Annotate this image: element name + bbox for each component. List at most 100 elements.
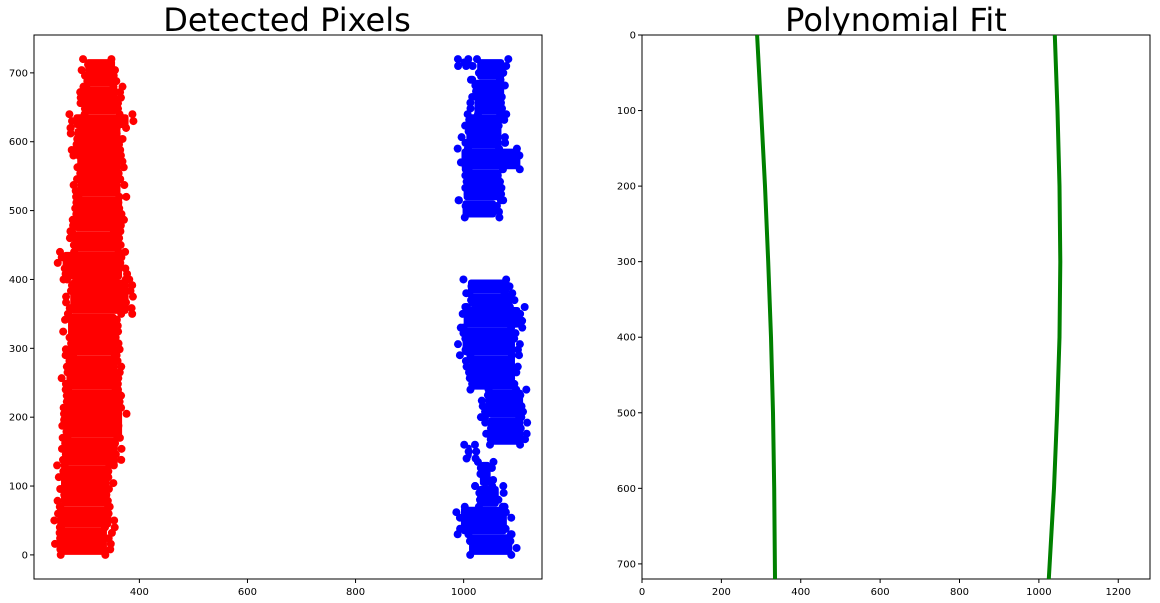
- pixel-point: [457, 133, 466, 142]
- pixel-point: [69, 241, 78, 250]
- pixel-point: [461, 165, 470, 174]
- pixel-cluster: [469, 534, 513, 555]
- pixel-point: [510, 296, 519, 305]
- pixel-point: [101, 550, 110, 559]
- pixel-point: [465, 537, 474, 546]
- pixel-point: [114, 151, 123, 160]
- pixel-point: [476, 413, 485, 422]
- pixel-point: [517, 413, 526, 422]
- pixel-cluster: [62, 437, 118, 466]
- pixel-point: [116, 175, 125, 184]
- pixel-point: [72, 210, 81, 219]
- pixel-cluster: [61, 465, 110, 507]
- pixel-point: [481, 418, 490, 427]
- pixel-point: [68, 215, 77, 224]
- pixel-point: [80, 110, 89, 119]
- pixel-cluster: [477, 59, 505, 80]
- polynomial-fit-y-tick-label: 200: [617, 182, 636, 193]
- pixel-cluster: [474, 79, 505, 115]
- pixel-point: [523, 418, 532, 427]
- pixel-point: [513, 345, 522, 354]
- pixel-point: [482, 469, 491, 478]
- pixel-point: [54, 509, 63, 518]
- pixel-point: [500, 133, 509, 142]
- pixel-cluster: [460, 506, 507, 535]
- pixel-point: [510, 334, 519, 343]
- detected-pixels-x-tick-label: 600: [238, 587, 257, 598]
- pixel-point: [57, 374, 66, 383]
- pixel-point: [502, 61, 511, 70]
- pixel-point: [68, 321, 77, 330]
- pixel-cluster: [70, 279, 129, 314]
- pixel-point: [471, 454, 480, 463]
- pixel-point: [520, 303, 529, 311]
- pixel-cluster: [57, 506, 112, 528]
- pixel-point: [453, 55, 462, 64]
- pixel-cluster: [58, 527, 107, 555]
- pixel-point: [462, 177, 471, 186]
- pixel-point: [105, 502, 114, 511]
- detected-pixels-marks: [50, 55, 532, 559]
- pixel-point: [55, 502, 64, 511]
- polynomial-fit-panel: Polynomial Fit 0 200 400 600 800 1000 1200 0 100…: [617, 1, 1151, 598]
- pixel-point: [109, 479, 118, 488]
- pixel-point: [115, 345, 124, 354]
- pixel-point: [474, 68, 483, 77]
- pixel-point: [62, 397, 71, 406]
- pixel-point: [117, 455, 126, 464]
- pixel-point: [109, 82, 118, 91]
- pixel-point: [467, 296, 476, 305]
- pixel-cluster: [73, 114, 129, 128]
- pixel-point: [73, 175, 82, 184]
- pixel-point: [67, 339, 76, 348]
- pixel-point: [62, 292, 71, 301]
- pixel-point: [467, 282, 476, 291]
- polynomial-fit-y-tick-label: 100: [617, 106, 636, 117]
- pixel-point: [499, 488, 508, 497]
- pixel-point: [122, 298, 131, 307]
- pixel-point: [79, 55, 88, 64]
- pixel-point: [115, 192, 124, 201]
- pixel-point: [104, 467, 113, 476]
- polynomial-fit-y-tick-label: 600: [617, 484, 636, 495]
- polynomial-fit-x-tick-label: 600: [871, 587, 890, 598]
- pixel-point: [70, 247, 79, 256]
- pixel-point: [66, 123, 75, 132]
- pixel-point: [476, 463, 485, 472]
- pixel-point: [464, 447, 473, 456]
- pixel-cluster: [462, 327, 515, 356]
- pixel-point: [500, 289, 509, 298]
- polynomial-fit-y-tick-label: 400: [617, 333, 636, 344]
- pixel-point: [56, 550, 65, 559]
- pixel-point: [460, 213, 469, 222]
- pixel-point: [516, 309, 525, 318]
- pixel-point: [454, 196, 463, 205]
- pixel-point: [500, 81, 509, 90]
- pixel-point: [114, 339, 123, 348]
- pixel-cluster: [463, 169, 502, 201]
- pixel-cluster: [62, 251, 123, 280]
- detected-pixels-y-tick-label: 700: [9, 68, 28, 79]
- pixel-point: [476, 469, 485, 478]
- pixel-point: [59, 327, 68, 336]
- pixel-cluster: [68, 313, 117, 356]
- pixel-point: [119, 163, 128, 172]
- pixel-cluster: [64, 389, 123, 438]
- pixel-cluster: [66, 355, 118, 390]
- pixel-point: [128, 292, 137, 301]
- pixel-point: [110, 516, 119, 525]
- pixel-point: [466, 104, 475, 113]
- pixel-point: [117, 391, 126, 400]
- pixel-point: [69, 351, 78, 360]
- pixel-cluster: [77, 155, 121, 197]
- polynomial-fit-x-tick-label: 1000: [1026, 587, 1051, 598]
- pixel-point: [53, 258, 62, 267]
- pixel-point: [114, 421, 123, 430]
- pixel-cluster: [466, 114, 502, 149]
- pixel-point: [112, 315, 121, 324]
- pixel-point: [76, 99, 85, 108]
- pixel-point: [60, 415, 69, 424]
- pixel-point: [463, 190, 472, 199]
- pixel-point: [53, 461, 62, 470]
